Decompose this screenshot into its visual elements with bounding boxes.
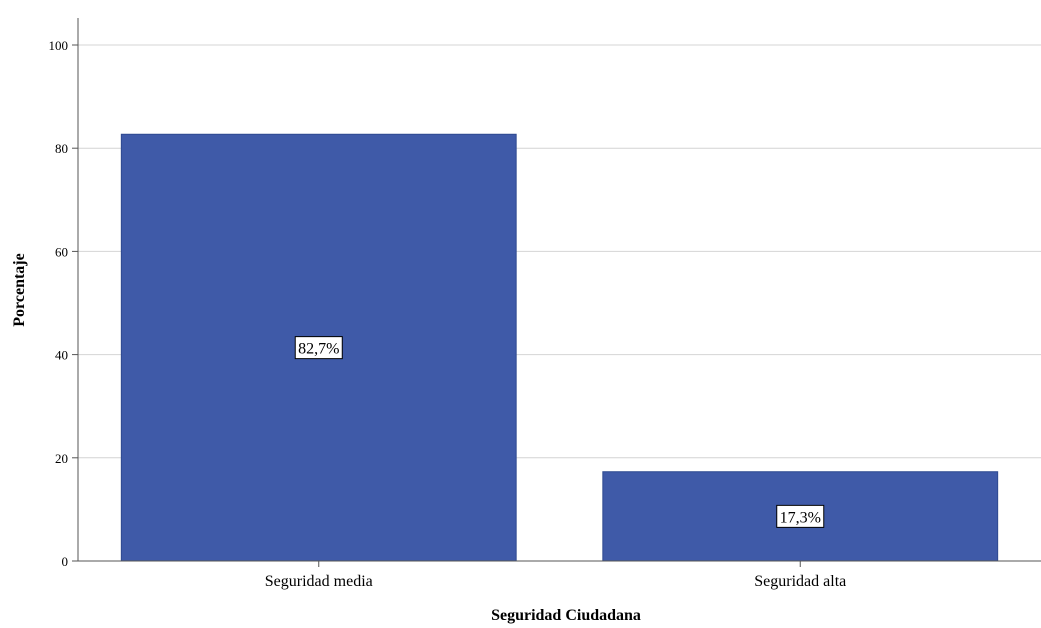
x-axis-title: Seguridad Ciudadana <box>491 607 641 624</box>
x-tick-label: Seguridad alta <box>754 573 846 590</box>
y-tick-label: 0 <box>62 554 69 569</box>
y-axis-title: Porcentaje <box>11 253 28 326</box>
data-labels: 82,7% 17,3% <box>294 336 825 528</box>
data-label-box <box>776 504 825 528</box>
data-label: 17,3% <box>776 504 825 528</box>
data-label-box <box>294 336 343 360</box>
y-tick-label: 60 <box>55 244 68 259</box>
y-tick-label: 40 <box>55 348 68 363</box>
y-tick-label: 80 <box>55 141 68 156</box>
data-label-text: 17,3% <box>780 509 821 526</box>
y-tick-label: 100 <box>49 38 69 53</box>
bars <box>120 133 999 562</box>
data-label-text: 82,7% <box>298 341 339 358</box>
data-label: 82,7% <box>294 336 343 360</box>
x-tick-label: Seguridad media <box>265 573 373 590</box>
axes: 0 20 40 60 80 100 Seguridad media Seguridad alt… <box>49 18 1041 590</box>
y-tick-label: 20 <box>55 451 68 466</box>
